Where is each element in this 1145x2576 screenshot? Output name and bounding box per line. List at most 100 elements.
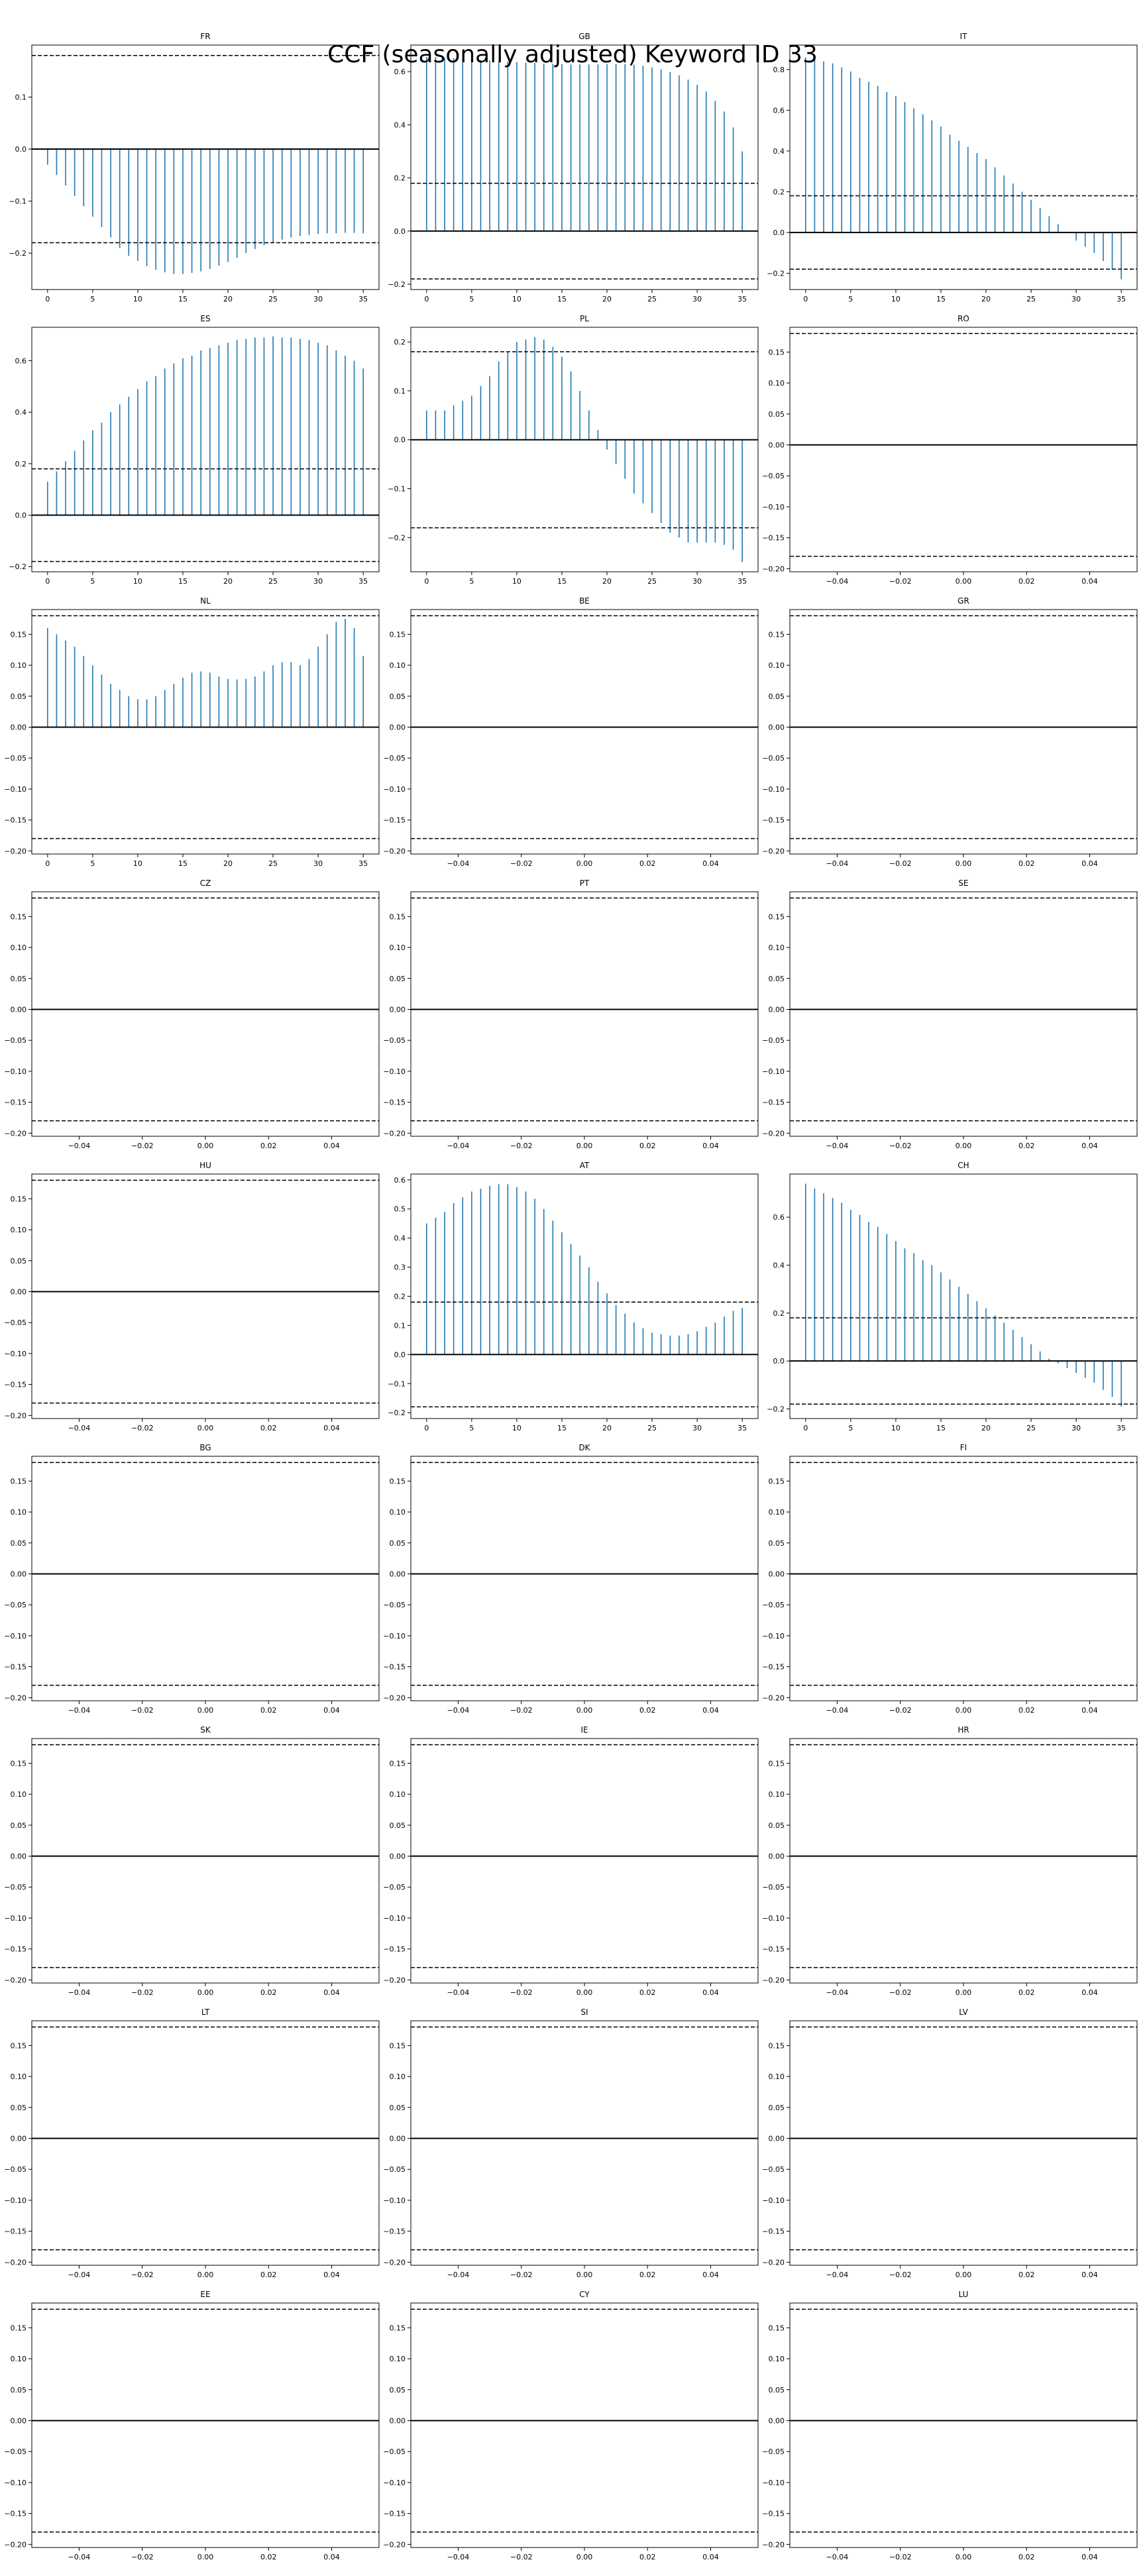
subplot-sk: SK −0.20 −0.15 −0.10 −0.05 0.00 0.05 0.10 0.15 −0… <box>4 1725 380 1997</box>
axes-frame <box>789 891 1138 1137</box>
y-tick-label: −0.20 <box>762 564 785 573</box>
y-tick-label: 0.15 <box>11 1759 27 1768</box>
axes-frame <box>789 327 1138 572</box>
y-tick-label: −0.15 <box>383 2227 406 2236</box>
x-tick-label: 10 <box>133 295 142 303</box>
y-tick-label: −0.05 <box>4 1318 27 1327</box>
y-tick-label: 0.05 <box>769 1821 785 1830</box>
y-tick-label: 0.15 <box>390 912 406 921</box>
y-tick-label: −0.2 <box>767 1405 785 1414</box>
y-tick-label: 0.00 <box>390 1852 406 1860</box>
y-tick-label: 0.00 <box>769 1005 785 1014</box>
x-tick-label: 15 <box>557 295 567 303</box>
y-tick-label: 0.6 <box>394 68 406 76</box>
subplot-title: ES <box>200 314 210 323</box>
x-tick-label: 0.02 <box>260 2271 277 2279</box>
y-tick-label: 0.00 <box>11 1852 27 1860</box>
subplot-title: IE <box>580 1725 588 1735</box>
y-tick-label: 0.00 <box>769 1570 785 1578</box>
x-tick-label: 0.00 <box>955 2271 972 2279</box>
y-tick-label: −0.10 <box>383 2479 406 2487</box>
y-tick-label: 0.10 <box>390 1508 406 1517</box>
y-tick-label: 0.0 <box>394 227 406 236</box>
x-tick-label: −0.04 <box>447 2271 470 2279</box>
y-tick-label: −0.20 <box>4 2258 27 2267</box>
x-tick-label: 35 <box>737 295 747 303</box>
x-tick-label: 0.04 <box>702 2271 719 2279</box>
x-tick-label: 0 <box>803 295 808 303</box>
x-tick-label: −0.04 <box>826 2553 849 2561</box>
y-tick-label: −0.15 <box>4 1099 27 1107</box>
y-tick-label: 0.2 <box>773 1309 785 1318</box>
x-tick-label: −0.02 <box>510 2271 533 2279</box>
x-tick-label: 35 <box>358 859 368 868</box>
y-tick-label: −0.15 <box>762 1099 785 1107</box>
y-tick-label: 0.6 <box>15 356 27 365</box>
y-tick-label: −0.05 <box>383 1883 406 1892</box>
x-tick-label: 0.02 <box>260 1424 277 1432</box>
x-tick-label: 0 <box>424 1424 429 1432</box>
x-tick-label: 35 <box>1117 1424 1126 1432</box>
x-tick-label: 20 <box>602 577 612 586</box>
y-tick-label: 0.10 <box>11 661 27 670</box>
subplot-ch: CH −0.2 0.0 0.2 0.4 0.6 0 5 10 15 20 25 30 35 <box>767 1161 1138 1432</box>
x-tick-label: 35 <box>1117 295 1126 303</box>
y-tick-label: 0.10 <box>769 1790 785 1799</box>
y-tick-label: 0.1 <box>394 387 406 396</box>
axes-frame <box>789 1456 1138 1701</box>
y-tick-label: −0.05 <box>383 754 406 763</box>
x-tick-label: 0.04 <box>1081 1988 1098 1997</box>
x-tick-label: 20 <box>602 1424 612 1432</box>
x-tick-label: 0.02 <box>260 1142 277 1150</box>
y-tick-label: 0.10 <box>390 661 406 670</box>
y-tick-label: −0.05 <box>762 1883 785 1892</box>
y-tick-label: 0.10 <box>769 943 785 952</box>
y-tick-label: 0.00 <box>390 2134 406 2143</box>
y-tick-label: −0.20 <box>762 2540 785 2549</box>
figure-title: CCF (seasonally adjusted) Keyword ID 33 <box>327 41 818 68</box>
y-tick-label: 0.15 <box>390 2041 406 2050</box>
y-tick-label: 0.00 <box>11 2416 27 2425</box>
x-tick-label: −0.02 <box>889 859 912 868</box>
x-tick-label: 0 <box>424 577 429 586</box>
y-tick-label: −0.20 <box>383 2258 406 2267</box>
x-tick-label: 0.04 <box>323 2271 340 2279</box>
x-tick-label: 0.00 <box>197 1706 214 1715</box>
y-tick-label: 0.05 <box>769 410 785 419</box>
y-tick-label: −0.15 <box>383 1099 406 1107</box>
y-tick-label: 0.15 <box>769 348 785 356</box>
y-tick-label: 0.00 <box>11 2134 27 2143</box>
y-tick-label: 0.5 <box>394 1205 406 1214</box>
x-tick-label: 30 <box>313 295 323 303</box>
subplot-title: SI <box>580 2008 588 2017</box>
x-tick-label: 0.00 <box>576 2271 593 2279</box>
axes-frame <box>789 609 1138 855</box>
y-tick-label: −0.10 <box>762 2479 785 2487</box>
x-tick-label: 30 <box>1071 295 1081 303</box>
y-tick-label: −0.05 <box>383 1036 406 1045</box>
y-tick-label: −0.05 <box>762 1036 785 1045</box>
x-tick-label: 0.02 <box>639 1988 656 1997</box>
x-tick-label: 0.02 <box>639 2553 656 2561</box>
x-tick-label: 20 <box>602 295 612 303</box>
y-tick-label: 0.2 <box>394 1293 406 1301</box>
x-tick-label: 10 <box>512 295 521 303</box>
y-tick-label: 0.15 <box>11 630 27 639</box>
y-tick-label: 0.05 <box>11 1257 27 1265</box>
y-tick-label: −0.15 <box>762 534 785 543</box>
x-tick-label: 35 <box>737 1424 747 1432</box>
x-tick-label: −0.02 <box>510 1142 533 1150</box>
y-tick-label: −0.10 <box>762 1914 785 1923</box>
y-tick-label: −0.15 <box>762 816 785 825</box>
y-tick-label: 0.05 <box>11 692 27 701</box>
subplot-lt: LT −0.20 −0.15 −0.10 −0.05 0.00 0.05 0.10 0.15 −0… <box>4 2008 380 2279</box>
x-tick-label: 0 <box>45 577 50 586</box>
x-tick-label: −0.04 <box>68 1142 91 1150</box>
x-tick-label: 0.02 <box>260 2553 277 2561</box>
subplot-it: IT −0.2 0.0 0.2 0.4 0.6 0.8 0 5 10 15 20 25 30 35 <box>767 32 1138 303</box>
x-tick-label: 0.04 <box>323 1142 340 1150</box>
x-tick-label: 10 <box>512 577 521 586</box>
x-tick-label: 0.02 <box>639 859 656 868</box>
y-tick-label: 0.05 <box>769 2386 785 2394</box>
axes-frame <box>410 891 759 1137</box>
